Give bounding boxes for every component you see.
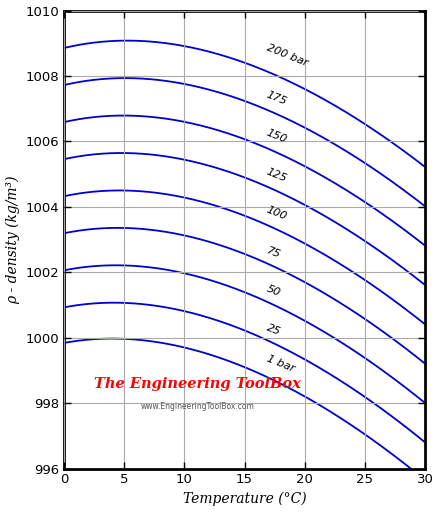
Text: 75: 75 [265, 246, 281, 260]
Text: 25: 25 [265, 322, 281, 337]
Text: 100: 100 [265, 204, 288, 222]
Y-axis label: ρ - density (kg/m³): ρ - density (kg/m³) [6, 175, 20, 304]
Text: 150: 150 [265, 128, 288, 145]
Text: 50: 50 [265, 284, 281, 298]
Text: 175: 175 [265, 90, 288, 106]
Text: 1 bar: 1 bar [265, 353, 295, 374]
Text: 125: 125 [265, 166, 288, 183]
X-axis label: Temperature (°C): Temperature (°C) [182, 492, 306, 506]
Text: The Engineering ToolBox: The Engineering ToolBox [94, 377, 300, 391]
Text: www.EngineeringToolBox.com: www.EngineeringToolBox.com [141, 402, 254, 411]
Text: 200 bar: 200 bar [265, 42, 308, 68]
